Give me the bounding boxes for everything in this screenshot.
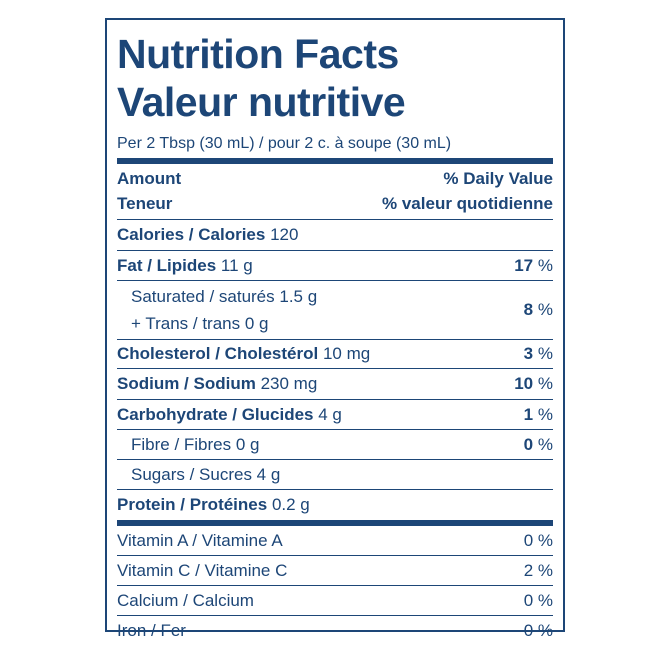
dv-number: 1 [523, 404, 534, 424]
vitamin-dv: 2 % [523, 560, 553, 580]
dv-percent: % [537, 255, 553, 275]
nutrient-row: Fibre / Fibres 0 g 0 % [117, 430, 553, 460]
sub-nutrient: Fibre / Fibres 0 g [131, 435, 260, 454]
nutrient-amount: 10 mg [322, 344, 371, 363]
dv-percent: % [537, 300, 553, 319]
vitamin-name: Calcium / Calcium [117, 590, 254, 610]
nutrient-name: Protein / Protéines 0.2 g [117, 495, 310, 515]
nutrient-rows: Calories / Calories 120 Fat / Lipides 11 … [117, 220, 553, 520]
dv-number: 0 [523, 434, 534, 454]
nutrient-name: Carbohydrate / Glucides 4 g [117, 405, 342, 425]
vitamin-name: Iron / Fer [117, 620, 186, 640]
vitamin-name: Vitamin A / Vitamine A [117, 530, 283, 550]
nutrient-row: Calories / Calories 120 [117, 220, 553, 251]
serving: Per 2 Tbsp (30 mL) / pour 2 c. à soupe (… [117, 135, 452, 152]
dv-number: 8 [523, 300, 534, 319]
nutrient-amount: 11 g [220, 255, 253, 275]
nutrient-name: Sodium / Sodium 230 mg [117, 374, 317, 394]
nutrition-label: Nutrition Facts Valeur nutritive Per 2 T… [105, 18, 565, 640]
daily-value: 8 % [524, 300, 553, 320]
vitamin-dv: 0 % [523, 530, 553, 550]
nutrient-label: Cholesterol / Cholestérol [117, 344, 319, 363]
dv-number: 3 [523, 344, 534, 363]
vitamin-row: Vitamin C / Vitamine C 2 % [117, 556, 553, 586]
nutrient-name: Saturated / saturés 1.5 g + Trans / trans… [117, 283, 317, 337]
nutrient-name: Cholesterol / Cholestérol 10 mg [117, 344, 370, 364]
daily-value: 17 % [514, 256, 553, 276]
title-fr: Valeur nutritive [117, 79, 406, 125]
vitamin-dv: 0 % [523, 590, 553, 610]
nutrient-row: Saturated / saturés 1.5 g + Trans / trans… [117, 281, 553, 340]
dv-percent: % [537, 404, 553, 424]
nutrient-label: Fat / Lipides [117, 255, 217, 275]
nutrient-name: Fibre / Fibres 0 g [117, 431, 260, 458]
amount-heading: Amount [117, 169, 182, 188]
dv-heading: % valeur quotidienne [382, 194, 553, 213]
dv-percent: % [537, 374, 553, 393]
vitamin-row: Iron / Fer 0 % [117, 616, 553, 645]
vitamin-name: Vitamin C / Vitamine C [117, 560, 288, 580]
vitamin-rows: Vitamin A / Vitamine A 0 % Vitamin C / Vit… [117, 526, 553, 645]
dv-percent: % [537, 344, 553, 363]
nutrient-row: Sodium / Sodium 230 mg 10 % [117, 369, 553, 400]
vitamin-row: Calcium / Calcium 0 % [117, 586, 553, 616]
nutrient-name: Fat / Lipides 11 g [117, 256, 253, 276]
nutrient-row: Fat / Lipides 11 g 17 % [117, 251, 553, 281]
vitamin-row: Vitamin A / Vitamine A 0 % [117, 526, 553, 556]
sub-nutrient: Sugars / Sucres 4 g [131, 465, 281, 484]
nutrient-label: Sodium / Sodium [117, 374, 256, 393]
vitamin-dv: 0 % [523, 620, 553, 640]
dv-number: 17 [514, 255, 534, 275]
title: Nutrition Facts [117, 31, 399, 77]
nutrient-amount: 0.2 g [271, 495, 310, 514]
nutrient-row: Sugars / Sucres 4 g [117, 460, 553, 490]
amount-heading: Teneur [117, 194, 173, 213]
nutrient-label: Calories / Calories [117, 225, 266, 244]
nutrient-label: Carbohydrate / Glucides [117, 404, 314, 424]
daily-value: 10 % [514, 374, 553, 394]
nutrient-amount: 4 g [318, 404, 342, 424]
daily-value: 3 % [524, 344, 553, 364]
nutrient-row: Carbohydrate / Glucides 4 g 1 % [117, 400, 553, 430]
sub-nutrient: Saturated / saturés 1.5 g [131, 287, 318, 306]
nutrient-name: Calories / Calories 120 [117, 225, 298, 245]
header-row: Teneur % valeur quotidienne [117, 191, 553, 220]
nutrient-label: Protein / Protéines [117, 495, 268, 514]
header-row: Amount % Daily Value [117, 166, 553, 191]
nutrient-amount: 230 mg [260, 374, 318, 393]
sub-nutrient: + Trans / trans 0 g [131, 314, 269, 333]
nutrient-row: Protein / Protéines 0.2 g [117, 490, 553, 520]
dv-heading: % Daily Value [443, 169, 553, 188]
nutrient-amount: 120 [270, 225, 299, 244]
nutrient-row: Cholesterol / Cholestérol 10 mg 3 % [117, 340, 553, 369]
nutrient-name: Sugars / Sucres 4 g [117, 461, 280, 488]
daily-value: 0 % [524, 435, 553, 455]
thick-rule [117, 158, 553, 164]
dv-percent: % [537, 434, 553, 454]
thick-rule [117, 520, 553, 526]
dv-number: 10 [514, 374, 534, 393]
daily-value: 1 % [524, 405, 553, 425]
